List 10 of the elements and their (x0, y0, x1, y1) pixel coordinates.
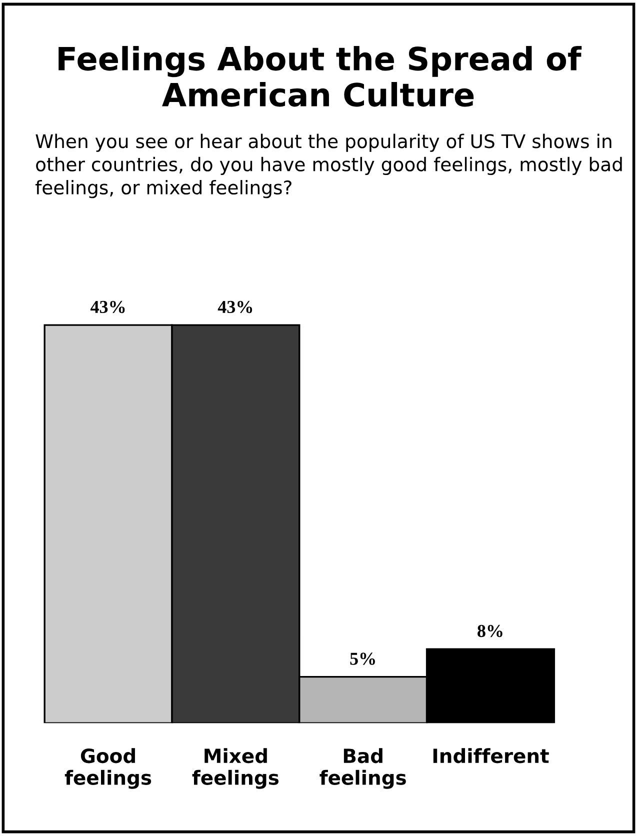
data-label: 5% (350, 652, 375, 665)
data-label: 43% (218, 300, 252, 314)
x-tick-label: Mixed feelings (192, 748, 279, 789)
chart-subtitle: When you see or hear about the popularity of US TV shows in other countries, do you have mostly good feelings, mostly bad feelings, or mixed feelings? (35, 134, 622, 198)
x-tick-label: Good feelings (64, 748, 152, 789)
data-label: 8% (478, 624, 502, 638)
x-tick-label: Indifferent (433, 748, 549, 764)
x-tick-label: Bad feelings (320, 748, 406, 789)
data-label: 43% (90, 300, 125, 314)
chart-title: Feelings About the Spread of American Culture (58, 46, 582, 107)
